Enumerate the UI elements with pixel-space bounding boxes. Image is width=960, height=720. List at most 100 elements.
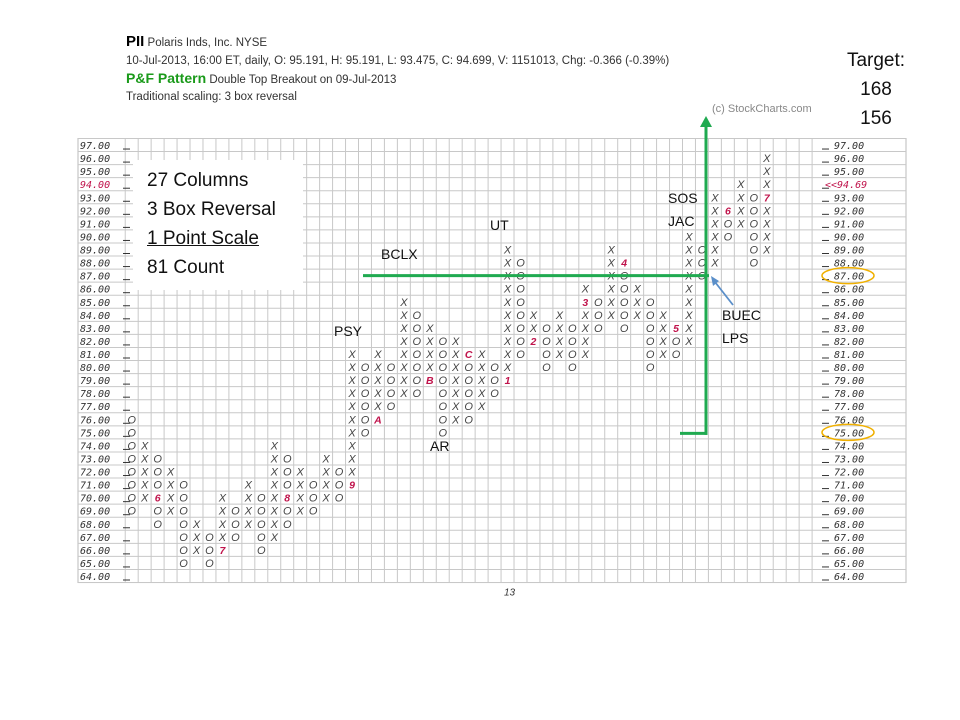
- o-box: O: [387, 362, 396, 374]
- watermark: (c) StockCharts.com: [712, 103, 812, 115]
- quote-line: 10-Jul-2013, 16:00 ET, daily, O: 95.191,…: [126, 55, 670, 67]
- o-box: O: [179, 532, 188, 544]
- y-tick-label-left: 96.00: [80, 154, 110, 165]
- label-psy: PSY: [334, 323, 363, 339]
- y-tick-label-right: 80.00: [834, 363, 864, 374]
- y-tick-label-right: 77.00: [834, 402, 864, 413]
- o-box: O: [490, 388, 499, 400]
- y-tick-label-right: 93.00: [834, 193, 864, 204]
- o-box: O: [127, 414, 136, 426]
- x-box: X: [244, 493, 253, 505]
- y-tick-label-left: 67.00: [80, 533, 110, 544]
- o-box: O: [361, 388, 370, 400]
- o-box: O: [257, 493, 266, 505]
- y-tick-label-left: 74.00: [80, 441, 110, 452]
- x-box: X: [684, 245, 693, 257]
- o-box: O: [413, 388, 422, 400]
- info-box: 27 Columns 3 Box Reversal 1 Point Scale …: [133, 160, 303, 290]
- y-tick-label-left: 91.00: [80, 219, 110, 230]
- x-box: X: [192, 532, 201, 544]
- month-marker: 4: [620, 258, 627, 270]
- x-box: X: [296, 493, 305, 505]
- x-box: X: [581, 323, 590, 335]
- month-marker: 6: [155, 493, 161, 505]
- o-box: O: [205, 532, 214, 544]
- label-ar: AR: [430, 438, 450, 454]
- x-box: X: [140, 467, 149, 479]
- o-box: O: [516, 310, 525, 322]
- o-box: O: [127, 440, 136, 452]
- o-box: O: [464, 414, 473, 426]
- pointer-arrow: [714, 281, 734, 306]
- o-box: O: [438, 375, 447, 387]
- x-box: X: [684, 284, 693, 296]
- x-box: X: [321, 493, 330, 505]
- o-box: O: [646, 310, 655, 322]
- x-box: X: [684, 310, 693, 322]
- o-box: O: [231, 532, 240, 544]
- o-box: O: [413, 362, 422, 374]
- x-box: X: [399, 375, 408, 387]
- o-box: O: [205, 545, 214, 557]
- x-box: X: [399, 323, 408, 335]
- x-box: X: [192, 545, 201, 557]
- x-box: X: [762, 166, 771, 178]
- y-tick-label-right: 92.00: [834, 206, 864, 217]
- month-marker: 7: [764, 192, 771, 204]
- x-box: X: [296, 506, 305, 518]
- o-box: O: [646, 323, 655, 335]
- o-box: O: [335, 493, 344, 505]
- o-box: O: [568, 349, 577, 361]
- month-marker: 6: [725, 205, 731, 217]
- o-box: O: [542, 323, 551, 335]
- o-box: O: [516, 258, 525, 270]
- y-tick-label-right: 78.00: [834, 389, 864, 400]
- x-box: X: [347, 414, 356, 426]
- o-box: O: [127, 467, 136, 479]
- o-box: O: [153, 480, 162, 492]
- o-box: O: [361, 427, 370, 439]
- x-box: X: [762, 218, 771, 230]
- x-box: X: [321, 467, 330, 479]
- o-box: O: [387, 401, 396, 413]
- y-tick-label-left: 79.00: [80, 376, 110, 387]
- x-box: X: [270, 480, 279, 492]
- x-box: X: [684, 336, 693, 348]
- y-tick-label-right: 83.00: [834, 324, 864, 335]
- x-box: X: [140, 453, 149, 465]
- x-box: X: [555, 323, 564, 335]
- x-box: X: [555, 336, 564, 348]
- y-tick-label-left: 64.00: [80, 572, 110, 583]
- y-tick-label-left: 94.00: [80, 180, 110, 191]
- o-box: O: [387, 388, 396, 400]
- x-box: X: [503, 297, 512, 309]
- x-box: X: [555, 349, 564, 361]
- y-tick-label-right: 86.00: [834, 285, 864, 296]
- x-box: X: [632, 284, 641, 296]
- x-box: X: [166, 493, 175, 505]
- o-box: O: [127, 493, 136, 505]
- y-tick-label-right: 85.00: [834, 298, 864, 309]
- o-box: O: [646, 349, 655, 361]
- x-box: X: [347, 388, 356, 400]
- label-lps: LPS: [722, 330, 749, 346]
- x-box: X: [373, 388, 382, 400]
- x-box: X: [399, 349, 408, 361]
- o-box: O: [231, 506, 240, 518]
- o-box: O: [179, 480, 188, 492]
- x-box: X: [762, 245, 771, 257]
- o-box: O: [568, 362, 577, 374]
- highlight-ellipse: [821, 423, 875, 442]
- y-tick-label-right: 72.00: [834, 468, 864, 479]
- y-tick-label-right: 90.00: [834, 232, 864, 243]
- y-tick-label-right: 82.00: [834, 337, 864, 348]
- x-box: X: [270, 467, 279, 479]
- o-box: O: [594, 310, 603, 322]
- x-box: X: [296, 467, 305, 479]
- y-tick-label-right: 89.00: [834, 246, 864, 257]
- y-tick-label-left: 80.00: [80, 363, 110, 374]
- month-marker: 2: [530, 336, 537, 348]
- x-box: X: [296, 480, 305, 492]
- x-box: X: [503, 323, 512, 335]
- x-box: X: [451, 349, 460, 361]
